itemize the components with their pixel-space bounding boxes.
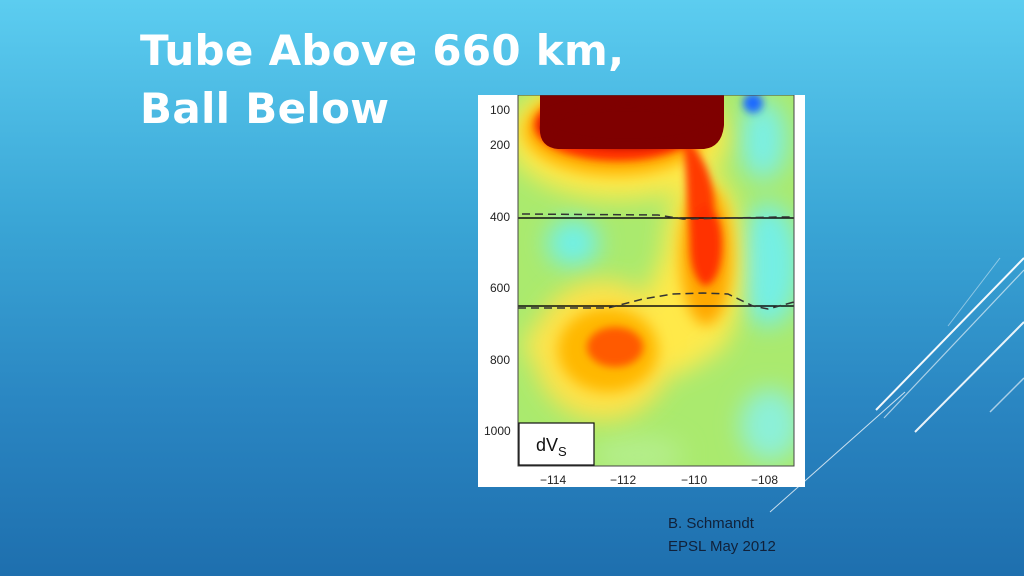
x-axis-ticks: −114 −112 −110 −108 xyxy=(540,473,778,487)
credit-source: EPSL May 2012 xyxy=(668,538,776,555)
legend-label: dVS xyxy=(536,435,567,459)
x-tick-minus-114: −114 xyxy=(540,473,566,487)
slide-title-line-1: Tube Above 660 km, xyxy=(140,26,625,75)
x-tick-minus-108: −108 xyxy=(751,473,778,487)
y-tick-600: 600 xyxy=(490,281,510,295)
tomography-cross-section-image: dVS 100 200 400 600 800 1000 −114 −112 −… xyxy=(478,95,805,487)
y-axis-ticks: 100 200 400 600 800 1000 xyxy=(484,103,511,438)
y-tick-800: 800 xyxy=(490,353,510,367)
y-tick-100: 100 xyxy=(490,103,510,117)
slide-title: Tube Above 660 km, Ball Below xyxy=(140,22,624,138)
image-credit: B. Schmandt EPSL May 2012 xyxy=(668,512,776,558)
credit-author: B. Schmandt xyxy=(668,515,754,532)
x-tick-minus-112: −112 xyxy=(610,473,636,487)
topography-410-dashed xyxy=(521,213,794,220)
tomography-plot: dVS 100 200 400 600 800 1000 −114 −112 −… xyxy=(484,95,795,487)
legend-box xyxy=(518,422,595,466)
slide-title-line-2: Ball Below xyxy=(140,84,390,133)
x-tick-minus-110: −110 xyxy=(681,473,707,487)
y-tick-200: 200 xyxy=(490,138,510,152)
y-tick-1000: 1000 xyxy=(484,424,511,438)
topography-660-dashed xyxy=(518,292,795,310)
velocity-anomaly-map xyxy=(518,95,794,466)
y-tick-400: 400 xyxy=(490,210,510,224)
